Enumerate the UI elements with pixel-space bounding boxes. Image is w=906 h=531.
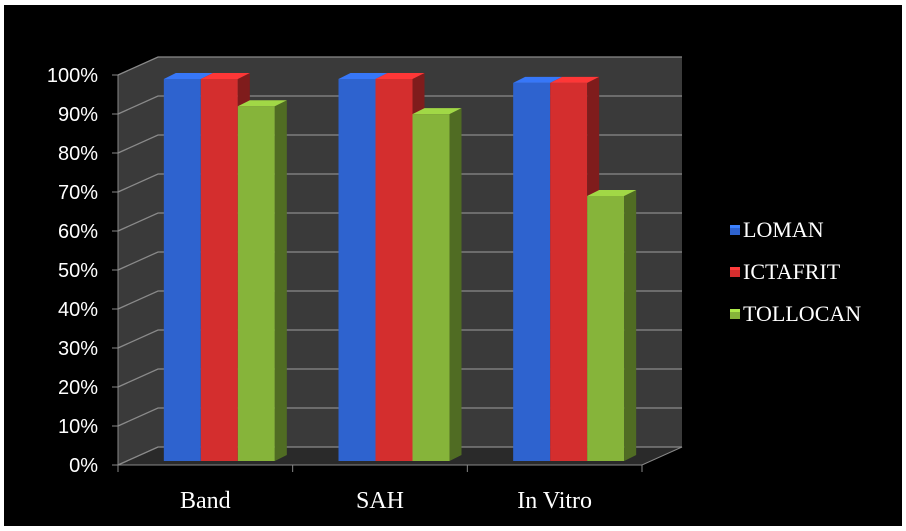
bar-top	[513, 76, 563, 83]
y-tick-label: 100%	[47, 65, 98, 87]
bar-front	[412, 114, 450, 461]
bar	[587, 190, 637, 461]
gridline	[117, 251, 682, 271]
y-tick-label: 40%	[58, 299, 98, 321]
bar	[412, 108, 462, 461]
bar-top	[338, 73, 388, 79]
gridlines	[117, 56, 682, 466]
bar-front	[200, 79, 238, 461]
gridline	[117, 134, 682, 154]
bar-top	[412, 108, 462, 115]
bar-front	[550, 82, 588, 462]
gridline	[117, 212, 682, 232]
bar-front	[375, 79, 413, 461]
legend-swatch	[730, 225, 740, 235]
bar-top	[587, 190, 637, 196]
gridline	[117, 95, 682, 115]
bar-front	[338, 79, 376, 461]
legend-item: TOLLOCAN	[730, 301, 861, 326]
gridline	[117, 407, 682, 427]
x-axis: Band SAH In Vitro	[117, 465, 643, 514]
bar-front	[587, 196, 625, 461]
bar-side	[274, 100, 287, 462]
y-tick-label: 30%	[58, 338, 98, 360]
gridline	[117, 290, 682, 310]
gridline	[117, 368, 682, 388]
y-tick-label: 70%	[58, 182, 98, 204]
y-axis: 0% 10% 20% 30% 40% 50% 60% 70% 80% 90% 100%	[47, 65, 119, 477]
x-tick-label: In Vitro	[517, 488, 592, 514]
bar-side	[624, 190, 637, 461]
y-tick-label: 50%	[58, 260, 98, 282]
bar-side	[449, 108, 462, 461]
legend-label: ICTAFRIT	[743, 259, 841, 284]
legend-swatch	[730, 267, 740, 277]
y-tick-label: 10%	[58, 416, 98, 438]
bar	[237, 100, 287, 462]
legend-swatch	[730, 309, 740, 319]
gridline	[117, 446, 682, 466]
gridline	[117, 173, 682, 193]
bar-top	[200, 73, 250, 79]
gridline	[117, 329, 682, 349]
legend-item: LOMAN	[730, 217, 824, 242]
legend-item: ICTAFRIT	[730, 259, 841, 284]
bars	[163, 73, 637, 462]
bar-front	[237, 106, 275, 462]
bar-top	[375, 73, 425, 79]
bar-front	[163, 79, 201, 461]
y-tick-label: 20%	[58, 377, 98, 399]
bar-top	[237, 100, 287, 107]
bar-top	[163, 73, 213, 79]
x-tick-label: Band	[180, 488, 231, 514]
bar-top	[550, 76, 600, 83]
y-tick-label: 0%	[69, 455, 98, 477]
y-tick-label: 80%	[58, 143, 98, 165]
bar-front	[513, 82, 551, 462]
gridline	[117, 56, 682, 76]
y-tick-label: 90%	[58, 104, 98, 126]
x-tick-label: SAH	[356, 488, 404, 514]
legend-label: LOMAN	[743, 217, 824, 242]
legend: LOMAN ICTAFRIT TOLLOCAN	[730, 217, 861, 326]
y-tick-label: 60%	[58, 221, 98, 243]
legend-label: TOLLOCAN	[743, 301, 861, 326]
